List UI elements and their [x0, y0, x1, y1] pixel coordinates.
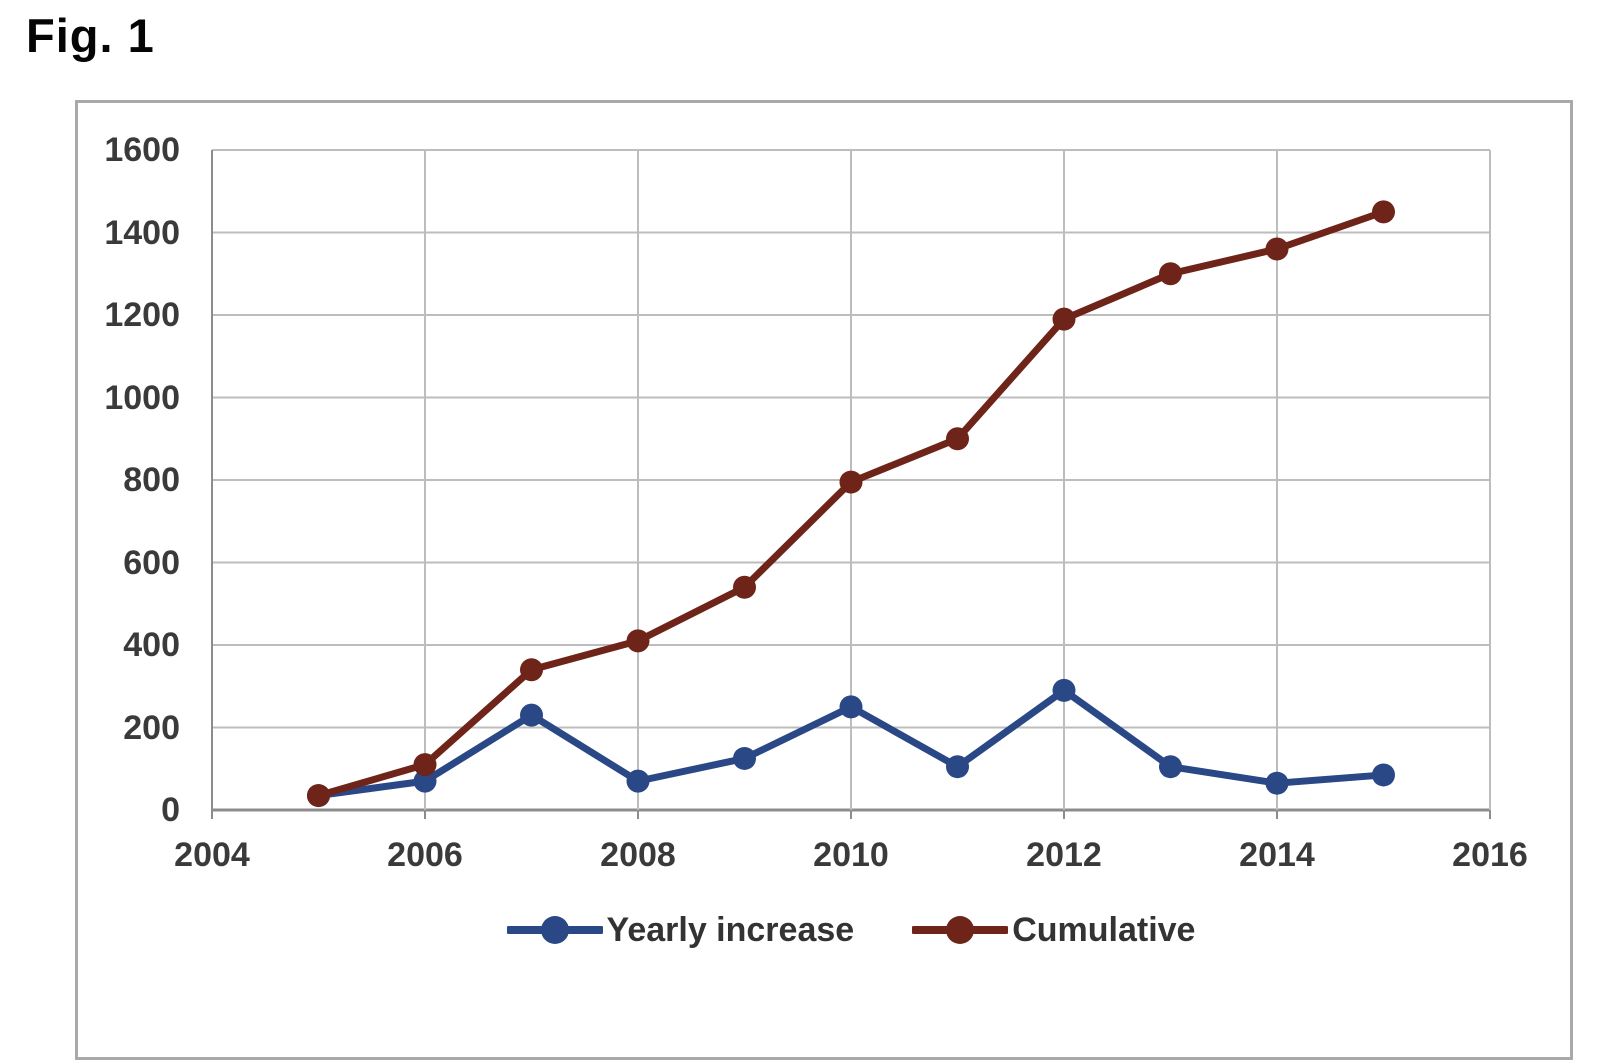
legend-marker-icon: [912, 916, 1009, 944]
x-axis-tick-label: 2010: [813, 836, 889, 874]
legend-marker-icon: [506, 916, 603, 944]
data-point-marker: [1052, 307, 1076, 331]
chart-legend: Yearly increase Cumulative: [212, 908, 1490, 952]
figure-title: Fig. 1: [26, 9, 155, 62]
y-axis-tick-label: 1600: [104, 131, 180, 169]
data-point-marker: [946, 427, 969, 451]
data-point-marker: [946, 755, 969, 779]
data-point-marker: [1159, 755, 1182, 779]
y-axis-tick-label: 1400: [104, 213, 180, 252]
data-point-marker: [733, 575, 756, 599]
data-point-marker: [626, 769, 650, 793]
data-point-marker: [1372, 763, 1395, 787]
data-point-marker: [413, 769, 437, 793]
x-axis-tick-label: 2016: [1452, 836, 1528, 874]
y-axis-tick-label: 400: [123, 626, 180, 664]
data-point-marker: [839, 695, 863, 719]
x-axis-tick-label: 2004: [174, 836, 250, 874]
legend-label: Cumulative: [1012, 910, 1196, 949]
y-axis-tick-label: 0: [161, 791, 180, 829]
x-axis-tick-label: 2008: [600, 836, 676, 874]
legend-label: Yearly increase: [606, 910, 855, 949]
data-point-marker: [520, 703, 543, 727]
data-point-marker: [839, 470, 863, 494]
y-axis-tick-label: 1000: [104, 378, 180, 417]
data-point-marker: [413, 753, 437, 777]
data-point-marker: [307, 784, 330, 808]
data-point-marker: [1265, 237, 1289, 261]
y-axis-tick-label: 800: [123, 461, 180, 499]
data-point-marker: [1265, 771, 1289, 795]
y-axis-tick-label: 600: [123, 543, 180, 582]
y-axis-tick-label: 1200: [104, 296, 180, 334]
data-point-marker: [1372, 200, 1395, 224]
data-point-marker: [626, 629, 650, 653]
data-point-marker: [733, 746, 756, 770]
data-point-marker: [1052, 678, 1076, 702]
y-axis-tick-label: 200: [123, 708, 180, 747]
data-point-marker: [1159, 262, 1182, 286]
data-point-marker: [520, 658, 543, 682]
x-axis-tick-label: 2014: [1239, 836, 1315, 874]
x-axis-tick-label: 2006: [387, 836, 463, 874]
legend-item-cumulative: Cumulative: [912, 908, 1195, 952]
legend-item-yearly-increase: Yearly increase: [506, 908, 855, 952]
chart-outer-border: [75, 100, 1573, 1060]
x-axis-tick-label: 2012: [1026, 836, 1102, 874]
line-chart: [211, 149, 1491, 819]
